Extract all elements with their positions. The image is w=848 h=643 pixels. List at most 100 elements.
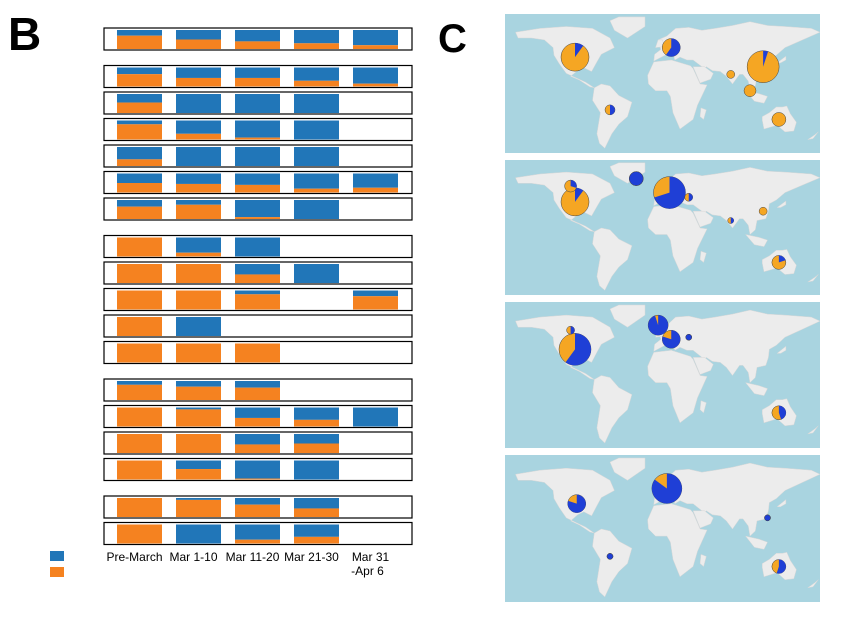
bar-g614 (235, 67, 280, 78)
pie-g614 (776, 559, 786, 574)
legend-swatch (50, 551, 64, 561)
pie-g614 (610, 104, 615, 115)
map-landmass (699, 250, 707, 263)
bar-d614 (117, 524, 162, 544)
bar-g614 (176, 381, 221, 387)
pie-g614 (575, 187, 584, 202)
bar-g614 (176, 94, 221, 113)
bar-d614 (117, 237, 162, 257)
pie-d614 (726, 70, 735, 79)
bar-d614 (294, 443, 339, 453)
bar-d614 (117, 264, 162, 283)
bar-g614 (294, 147, 339, 166)
bar-d614 (117, 434, 162, 453)
panel-c-label: C (438, 17, 467, 61)
map-landmass (807, 425, 819, 435)
bar-g614 (117, 147, 162, 160)
legend-swatch (50, 567, 64, 577)
bar-d614 (294, 536, 339, 544)
map-landmass (592, 375, 633, 444)
bar-g614 (117, 381, 162, 385)
bar-g614 (176, 200, 221, 205)
map-landmass (609, 162, 646, 184)
pie-g614 (570, 180, 577, 188)
pie-g614 (565, 333, 592, 366)
bar-d614 (294, 43, 339, 49)
bar-g614 (294, 173, 339, 189)
bar-g614 (176, 30, 221, 40)
bar-d614 (235, 217, 280, 219)
pie-g614 (730, 217, 734, 224)
map-landmass (592, 227, 633, 291)
pie-d614 (743, 84, 757, 97)
bar-d614 (117, 183, 162, 193)
map-landmass (647, 59, 708, 130)
bar-g614 (117, 200, 162, 207)
bar-g614 (294, 434, 339, 444)
map-landmass (744, 535, 768, 550)
bar-d614 (117, 384, 162, 400)
bar-d614 (353, 45, 398, 49)
bar-g614 (235, 407, 280, 418)
bar-d614 (117, 290, 162, 310)
bar-g614 (294, 200, 339, 219)
pie-g614 (778, 255, 786, 263)
bar-g614 (176, 147, 221, 166)
map-landmass (744, 234, 768, 247)
column-label: Mar 31 -Apr 6 (351, 550, 389, 578)
bar-d614 (235, 184, 280, 193)
map-landmass (699, 107, 707, 120)
bar-d614 (176, 343, 221, 363)
pie-d614 (771, 112, 787, 127)
pie-g614 (662, 330, 681, 349)
map-landmass (807, 579, 819, 589)
bar-g614 (294, 407, 339, 420)
bar-g614 (294, 120, 339, 140)
bar-d614 (117, 343, 162, 363)
bar-d614 (235, 387, 280, 400)
map-landmass (744, 382, 768, 396)
bar-g614 (235, 524, 280, 540)
map-landmass (609, 457, 646, 481)
bar-g614 (353, 173, 398, 188)
bar-d614 (294, 80, 339, 87)
bar-g614 (294, 30, 339, 44)
bar-g614 (294, 524, 339, 537)
bar-d614 (235, 294, 280, 310)
bar-d614 (353, 83, 398, 87)
bar-g614 (353, 290, 398, 297)
map-landmass (807, 274, 819, 283)
pie-d614 (758, 206, 768, 216)
map-landmass (515, 467, 615, 534)
bar-g614 (176, 317, 221, 336)
bar-d614 (117, 460, 162, 480)
bar-d614 (117, 35, 162, 49)
map-landmass (692, 66, 714, 84)
bar-d614 (176, 499, 221, 517)
bar-d614 (235, 274, 280, 283)
bar-g614 (235, 147, 280, 166)
bar-g614 (176, 237, 221, 253)
bar-d614 (235, 504, 280, 517)
bar-d614 (294, 508, 339, 517)
bar-d614 (176, 290, 221, 310)
pie-g614 (763, 50, 769, 67)
pie-g614 (629, 171, 644, 186)
column-label: Mar 21-30 (284, 550, 339, 564)
map-landmass (592, 528, 633, 598)
bar-d614 (294, 419, 339, 427)
bar-g614 (235, 94, 280, 113)
bar-d614 (176, 386, 221, 400)
map-landmass (609, 16, 646, 39)
bar-d614 (176, 469, 221, 480)
panel-b-bar-chart: Pre-March Mar 1-10 Mar 11-20 Mar 21-30 Mar 3… (50, 27, 413, 578)
map-landmass (692, 210, 714, 228)
bar-g614 (353, 67, 398, 84)
bar-d614 (235, 343, 280, 363)
map-landmass (807, 131, 819, 140)
map-landmass (647, 350, 708, 424)
bar-g614 (117, 67, 162, 75)
column-label: Mar 11-20 (226, 550, 280, 564)
bar-g614 (176, 524, 221, 544)
